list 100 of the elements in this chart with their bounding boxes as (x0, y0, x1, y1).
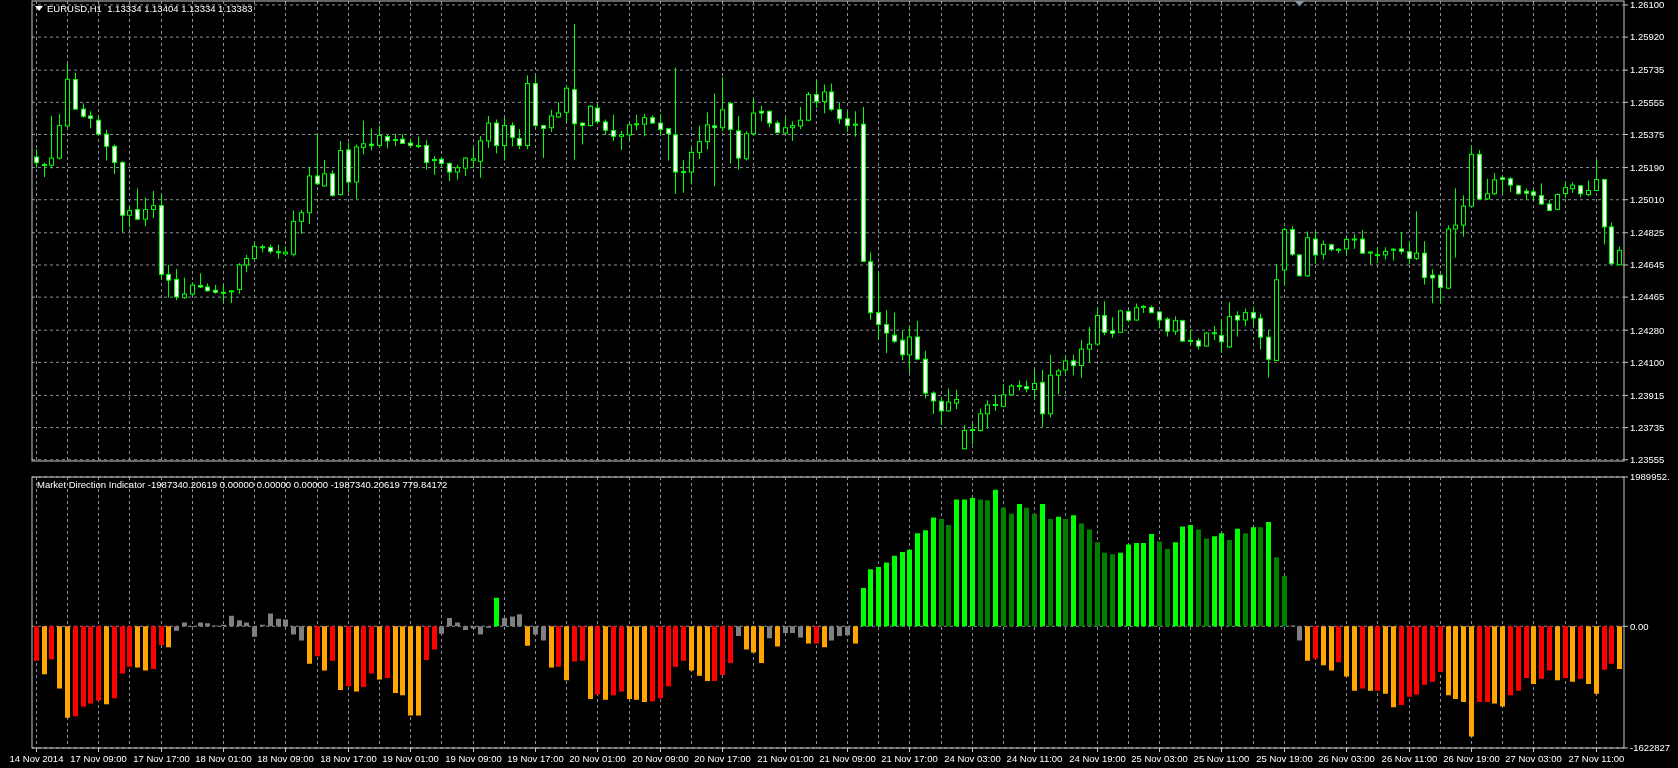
bar (728, 626, 733, 664)
bar (790, 626, 795, 634)
x-tick-label: 18 Nov 09:00 (257, 753, 314, 764)
candlestick (829, 83, 834, 112)
bar (978, 499, 983, 627)
bar (611, 626, 616, 696)
y-tick-label: 1.25555 (1630, 96, 1665, 108)
bar (174, 626, 179, 631)
bar (1516, 626, 1521, 691)
bar (229, 615, 234, 627)
candlestick (853, 110, 858, 138)
bar (361, 626, 366, 688)
x-tick-label: 19 Nov 17:00 (507, 753, 564, 764)
candlestick (1461, 194, 1466, 238)
bar (65, 626, 70, 718)
candlestick (1344, 236, 1349, 256)
x-tick-label: 17 Nov 17:00 (133, 753, 190, 764)
bar (81, 626, 86, 707)
y-tick-label: 1.25010 (1630, 194, 1665, 206)
bar (120, 626, 125, 674)
bar (1555, 626, 1560, 681)
candlestick (104, 128, 109, 162)
bar (1243, 533, 1248, 627)
bar (900, 552, 905, 627)
candlestick (174, 268, 179, 301)
bar (49, 626, 54, 660)
bar (1305, 626, 1310, 661)
bar (884, 562, 889, 627)
bar (88, 626, 93, 704)
candlestick (1102, 300, 1107, 336)
bar (736, 626, 741, 637)
candlestick (985, 399, 990, 430)
candlestick (96, 114, 101, 136)
bar (627, 626, 632, 700)
candlestick (151, 190, 156, 219)
bar (1352, 626, 1357, 691)
bar (572, 626, 577, 662)
bar (1547, 626, 1552, 671)
candlestick (1219, 318, 1224, 354)
candlestick (939, 396, 944, 426)
x-tick-label: 26 Nov 11:00 (1381, 753, 1438, 764)
x-tick-label: 20 Nov 01:00 (569, 753, 626, 764)
y-tick-label: 1.25735 (1630, 64, 1665, 76)
bar (1539, 626, 1544, 679)
candlestick (1360, 229, 1365, 255)
bar (205, 623, 210, 627)
y-tick-label: 1.24280 (1630, 324, 1665, 336)
bar (673, 626, 678, 667)
candlestick (330, 169, 335, 197)
candlestick (798, 106, 803, 130)
bar (1196, 529, 1201, 627)
bar (1430, 626, 1435, 682)
bar (798, 626, 803, 638)
bar (1017, 504, 1022, 627)
y-tick-label: 0.00 (1630, 620, 1649, 632)
candlestick (1430, 268, 1435, 304)
bar (1453, 626, 1458, 700)
y-tick-label: 1.25190 (1630, 161, 1665, 173)
candlestick (1399, 231, 1404, 255)
candlestick (369, 127, 374, 152)
bar (588, 626, 593, 700)
candlestick (790, 120, 795, 142)
y-tick-label: 1.23915 (1630, 389, 1665, 401)
candlestick (681, 159, 686, 194)
x-tick-label: 18 Nov 17:00 (320, 753, 377, 764)
bar (1578, 626, 1583, 679)
x-tick-label: 19 Nov 09:00 (445, 753, 502, 764)
candlestick (1485, 178, 1490, 201)
candlestick (915, 320, 920, 361)
x-tick-label: 24 Nov 03:00 (944, 753, 1001, 764)
bar (985, 500, 990, 627)
bar (439, 626, 444, 634)
bar (408, 626, 413, 716)
bar (1079, 523, 1084, 627)
x-tick-label: 20 Nov 17:00 (694, 753, 751, 764)
bar (634, 626, 639, 700)
bar (127, 626, 132, 667)
candlestick (1492, 172, 1497, 196)
bar (268, 613, 273, 627)
bar (861, 588, 866, 627)
chart-title: Market Direction Indicator -1987340.20619 0.00000 0.00000 0.00000 -1987340.20619 779.84172 (37, 479, 448, 490)
bar (814, 626, 819, 644)
bar (564, 626, 569, 681)
bar (1414, 626, 1419, 695)
candlestick (1110, 316, 1115, 339)
bar (1204, 538, 1209, 627)
x-tick-label: 25 Nov 11:00 (1193, 753, 1250, 764)
bar (1524, 626, 1529, 679)
candlestick (1594, 159, 1599, 192)
candlestick (432, 155, 437, 176)
y-tick-label: 1.24645 (1630, 259, 1665, 271)
candlestick (705, 111, 710, 150)
bar (237, 620, 242, 627)
bar (1531, 626, 1536, 685)
bar (424, 626, 429, 661)
x-tick-label: 19 Nov 01:00 (382, 753, 439, 764)
candlestick (1453, 187, 1458, 259)
bar (416, 626, 421, 716)
bar (1102, 552, 1107, 627)
x-tick-label: 21 Nov 17:00 (881, 753, 938, 764)
